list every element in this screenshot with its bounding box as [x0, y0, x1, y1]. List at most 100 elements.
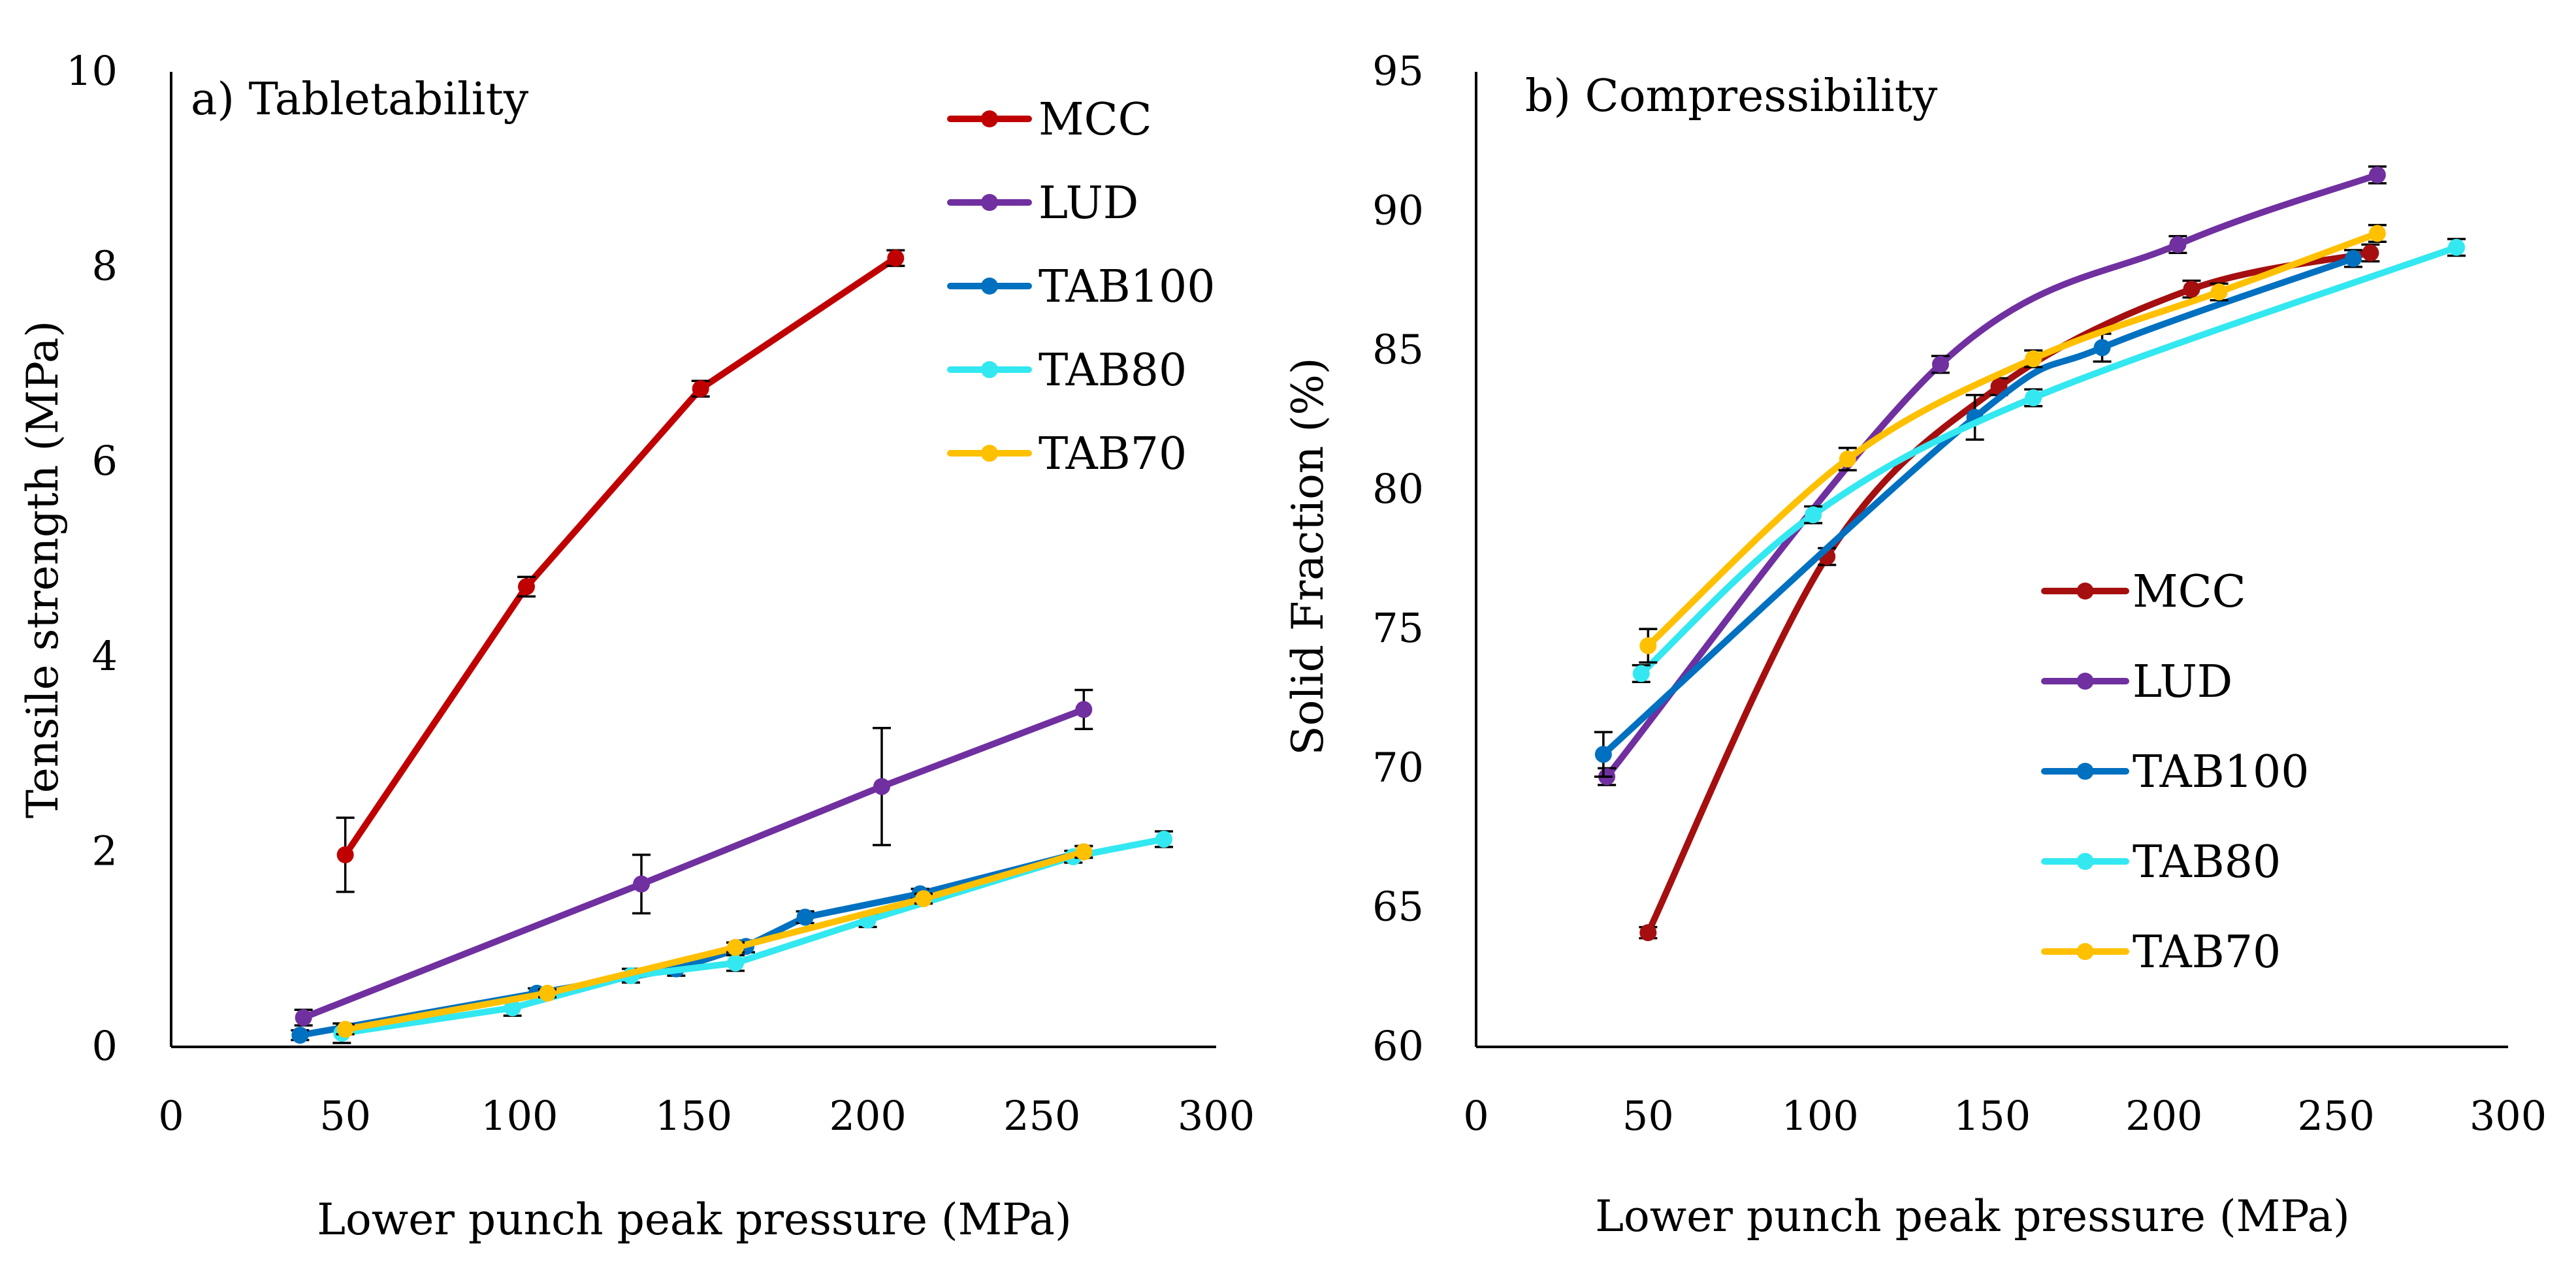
series-line [1645, 230, 2381, 649]
x-tick-label: 0 [158, 1092, 184, 1140]
legend-marker [2076, 853, 2094, 870]
legend-label: MCC [2133, 566, 2246, 618]
legend-item-tab100: TAB100 [947, 261, 1216, 313]
data-point [2362, 244, 2379, 262]
x-axis-label: Lower punch peak pressure (MPa) [317, 1194, 1072, 1245]
series-tab80 [1632, 238, 2466, 683]
data-point [336, 846, 354, 863]
y-tick-label: 75 [1372, 604, 1424, 652]
legend-marker [2076, 943, 2094, 960]
data-point [2448, 238, 2465, 256]
legend-label: MCC [1038, 94, 1152, 146]
legend-item-tab80: TAB80 [2041, 837, 2281, 888]
data-point [887, 249, 905, 267]
data-point [1075, 701, 1093, 718]
chart-title: a) Tabletability [191, 74, 529, 125]
legend-item-lud: LUD [947, 178, 1138, 229]
data-point [633, 875, 650, 893]
data-point [692, 380, 709, 398]
x-axis-label: Lower punch peak pressure (MPa) [1595, 1191, 2350, 1241]
data-point [518, 578, 535, 596]
data-point [1594, 746, 1612, 763]
x-tick-label: 200 [829, 1092, 906, 1140]
legend-marker [981, 445, 998, 462]
data-point [2368, 166, 2386, 184]
x-tick-label: 0 [1463, 1092, 1489, 1140]
legend-marker [981, 110, 998, 127]
y-tick-label: 95 [1372, 47, 1424, 95]
data-point [2183, 280, 2200, 298]
y-tick-label: 8 [92, 242, 118, 290]
data-point [2368, 225, 2386, 242]
series-line [342, 255, 899, 858]
tabletability-chart: a) Tabletability Lower punch peak pressu… [18, 47, 1255, 1245]
x-tick-label: 200 [2125, 1092, 2202, 1140]
legend: MCC LUD TAB100 TAB80 TAB70 [947, 94, 1216, 480]
data-point [1805, 506, 1822, 524]
legend-label: TAB80 [2133, 837, 2281, 888]
legend-label: TAB70 [2133, 927, 2281, 978]
legend-label: TAB80 [1038, 345, 1187, 396]
y-tick-label: 6 [92, 437, 118, 485]
data-point [1839, 450, 1856, 468]
data-point [1639, 637, 1657, 654]
data-point [2093, 339, 2111, 357]
series-line [297, 848, 1087, 1039]
legend-marker [2076, 763, 2094, 780]
data-point [1155, 830, 1172, 848]
series-tab70 [1639, 223, 2387, 664]
data-point [1075, 843, 1093, 861]
y-tick-label: 10 [66, 47, 118, 95]
series-line [1600, 255, 2357, 758]
y-axis-label: Solid Fraction (%) [1283, 357, 1333, 755]
legend-label: TAB100 [2133, 746, 2310, 798]
data-point [1932, 355, 1949, 373]
series-line [300, 706, 1087, 1021]
y-tick-label: 85 [1372, 326, 1424, 374]
x-tick-label: 100 [481, 1092, 558, 1140]
y-tick-label: 80 [1372, 465, 1424, 513]
series-tab70 [336, 843, 1093, 1038]
x-tick-label: 250 [1003, 1092, 1080, 1140]
legend-marker [2076, 673, 2094, 690]
series-line [1603, 171, 2381, 780]
series-mcc [1639, 243, 2380, 942]
y-tick-label: 90 [1372, 186, 1424, 234]
legend-marker [981, 361, 998, 378]
x-tick-label: 300 [2470, 1092, 2547, 1140]
x-tick-label: 300 [1178, 1092, 1255, 1140]
data-point [2210, 283, 2228, 300]
legend-marker [981, 278, 998, 295]
data-point [727, 938, 744, 956]
x-tick-label: 150 [1954, 1092, 2031, 1140]
legend: MCC LUD TAB100 TAB80 TAB70 [2041, 566, 2310, 978]
data-point [1632, 665, 1650, 682]
x-tick-label: 250 [2297, 1092, 2374, 1140]
y-tick-label: 4 [92, 632, 118, 680]
x-tick-label: 50 [1622, 1092, 1674, 1140]
y-axis-label: Tensile strength (MPa) [18, 321, 68, 818]
legend-marker [2076, 583, 2094, 600]
data-point [336, 1021, 354, 1038]
series-lud [294, 688, 1093, 1027]
data-point [1639, 924, 1657, 942]
data-point [539, 984, 556, 1002]
data-point [915, 890, 932, 908]
legend-item-tab80: TAB80 [947, 345, 1187, 396]
legend-item-tab70: TAB70 [947, 428, 1187, 480]
series-line [1645, 249, 2374, 937]
series-mcc [336, 249, 905, 893]
legend-label: LUD [2133, 656, 2232, 708]
series-tab100 [291, 843, 1093, 1044]
data-point [2025, 389, 2042, 407]
y-tick-label: 0 [92, 1022, 118, 1070]
x-tick-label: 150 [655, 1092, 732, 1140]
legend-marker [981, 194, 998, 211]
legend-label: LUD [1038, 178, 1138, 229]
data-point [873, 778, 890, 795]
legend-item-mcc: MCC [947, 94, 1152, 146]
data-point [291, 1027, 309, 1044]
data-point [2169, 236, 2187, 253]
data-point [2025, 350, 2042, 368]
